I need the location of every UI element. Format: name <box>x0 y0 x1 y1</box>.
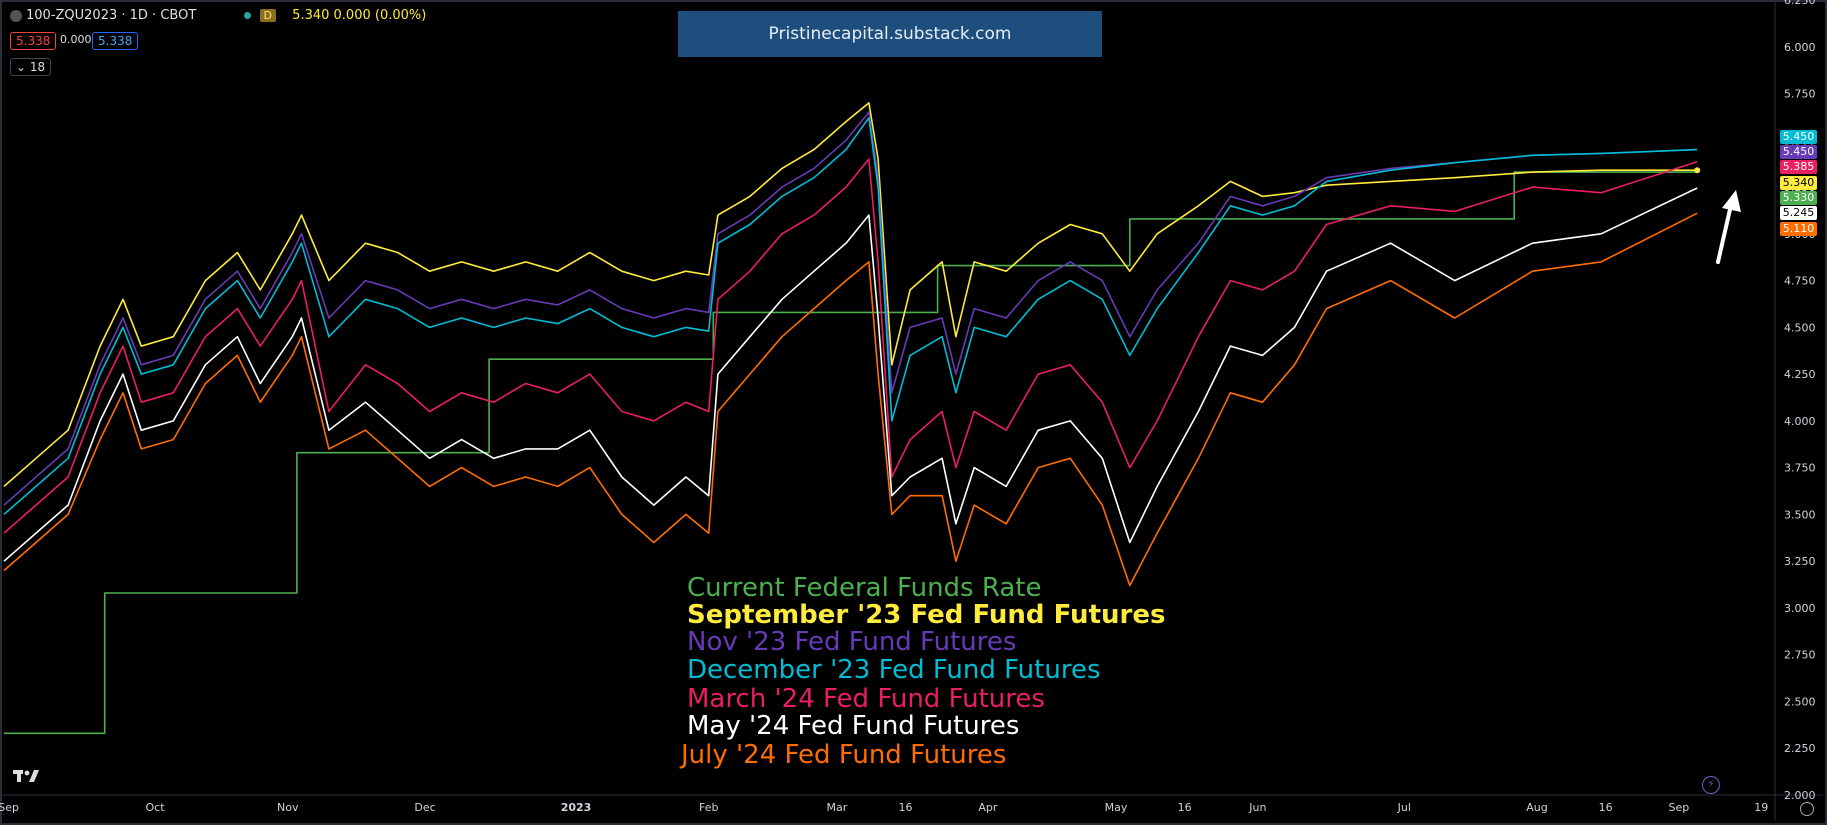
x-tick-label: Aug <box>1526 801 1547 814</box>
series-line <box>3 187 1698 562</box>
legend-sep-23: September '23 Fed Fund Futures <box>687 600 1166 630</box>
y-tick-label: 2.000 <box>1784 789 1816 802</box>
y-tick-label: 6.250 <box>1784 0 1816 7</box>
x-tick-label: Apr <box>978 801 998 814</box>
y-tick-label: 2.250 <box>1784 742 1816 755</box>
lightning-icon[interactable]: ⚡ <box>1702 776 1720 794</box>
legend-mar-24: March '24 Fed Fund Futures <box>687 684 1045 714</box>
x-tick-label: 16 <box>1178 801 1192 814</box>
x-tick-label: Mar <box>826 801 847 814</box>
y-tick-label: 2.500 <box>1784 695 1816 708</box>
x-tick-label: Sep <box>0 801 19 814</box>
x-tick-label: Jun <box>1248 801 1266 814</box>
y-tick-label: 3.750 <box>1784 462 1816 475</box>
spread-value: 0.000 <box>60 33 92 46</box>
ask-price[interactable]: 5.338 <box>92 32 139 50</box>
legend-dec-23: December '23 Fed Fund Futures <box>687 655 1101 685</box>
x-tick-label: Jul <box>1397 801 1411 814</box>
indicators-toggle[interactable]: ⌄ 18 <box>10 58 52 76</box>
x-tick-label: 16 <box>1599 801 1613 814</box>
price-label-jul24: 5.110 <box>1780 222 1817 236</box>
series-line <box>3 111 1698 506</box>
x-tick-label: Sep <box>1669 801 1690 814</box>
delayed-badge: D <box>259 9 277 22</box>
series-line <box>4 171 1698 735</box>
chevron-down-icon: ⌄ <box>16 60 27 74</box>
x-tick-label: Dec <box>414 801 435 814</box>
annotation-arrow-shaft <box>1716 203 1733 264</box>
symbol-icon <box>10 9 22 22</box>
legend-nov-23: Nov '23 Fed Fund Futures <box>687 627 1017 657</box>
x-tick-label: Nov <box>277 801 299 814</box>
y-tick-label: 4.750 <box>1784 275 1816 288</box>
y-tick-label: 3.500 <box>1784 508 1816 521</box>
y-tick-label: 3.000 <box>1784 602 1816 615</box>
y-tick-label: 4.250 <box>1784 368 1816 381</box>
symbol-header[interactable]: 100-ZQU2023 · 1D · CBOT D 5.340 0.000 (0… <box>10 8 426 23</box>
series-line <box>3 212 1698 587</box>
price-label-nov23: 5.450 <box>1780 145 1817 159</box>
last-price-marker <box>1694 167 1701 174</box>
y-tick-label: 3.250 <box>1784 555 1816 568</box>
y-tick-label: 4.500 <box>1784 321 1816 334</box>
x-tick-label: 2023 <box>561 801 592 814</box>
tradingview-logo[interactable] <box>12 767 40 785</box>
series-line <box>3 117 1698 516</box>
x-tick-label: 16 <box>899 801 913 814</box>
price-label-may24: 5.245 <box>1780 206 1817 220</box>
x-tick-label: Feb <box>699 801 718 814</box>
annotation-arrow-head <box>1722 190 1741 212</box>
y-tick-label: 2.750 <box>1784 649 1816 662</box>
watermark-banner: Pristinecapital.substack.com <box>678 11 1102 57</box>
legend-may-24: May '24 Fed Fund Futures <box>687 711 1020 741</box>
bid-price[interactable]: 5.338 <box>10 32 57 50</box>
legend-fed-funds-rate: Current Federal Funds Rate <box>687 573 1042 603</box>
y-tick-label: 6.000 <box>1784 41 1816 54</box>
y-tick-label: 4.000 <box>1784 415 1816 428</box>
price-label-sep23: 5.340 <box>1780 176 1817 190</box>
symbol-title: 100-ZQU2023 · 1D · CBOT <box>26 8 197 23</box>
price-label-dec23: 5.450 <box>1780 130 1817 144</box>
x-tick-label: Oct <box>145 801 165 814</box>
series-line <box>3 102 1698 488</box>
price-label-mar24: 5.385 <box>1780 160 1817 174</box>
x-tick-label: May <box>1105 801 1128 814</box>
indicators-count: 18 <box>29 60 46 74</box>
price-label-fed-rate: 5.330 <box>1780 191 1817 205</box>
series-line <box>3 158 1698 534</box>
legend-jul-24: July '24 Fed Fund Futures <box>681 740 1007 770</box>
market-status-icon <box>244 12 252 19</box>
quote-values: 5.340 0.000 (0.00%) <box>292 8 427 23</box>
settings-icon[interactable] <box>1800 802 1814 816</box>
x-tick-label: 19 <box>1754 801 1768 814</box>
y-tick-label: 5.750 <box>1784 88 1816 101</box>
